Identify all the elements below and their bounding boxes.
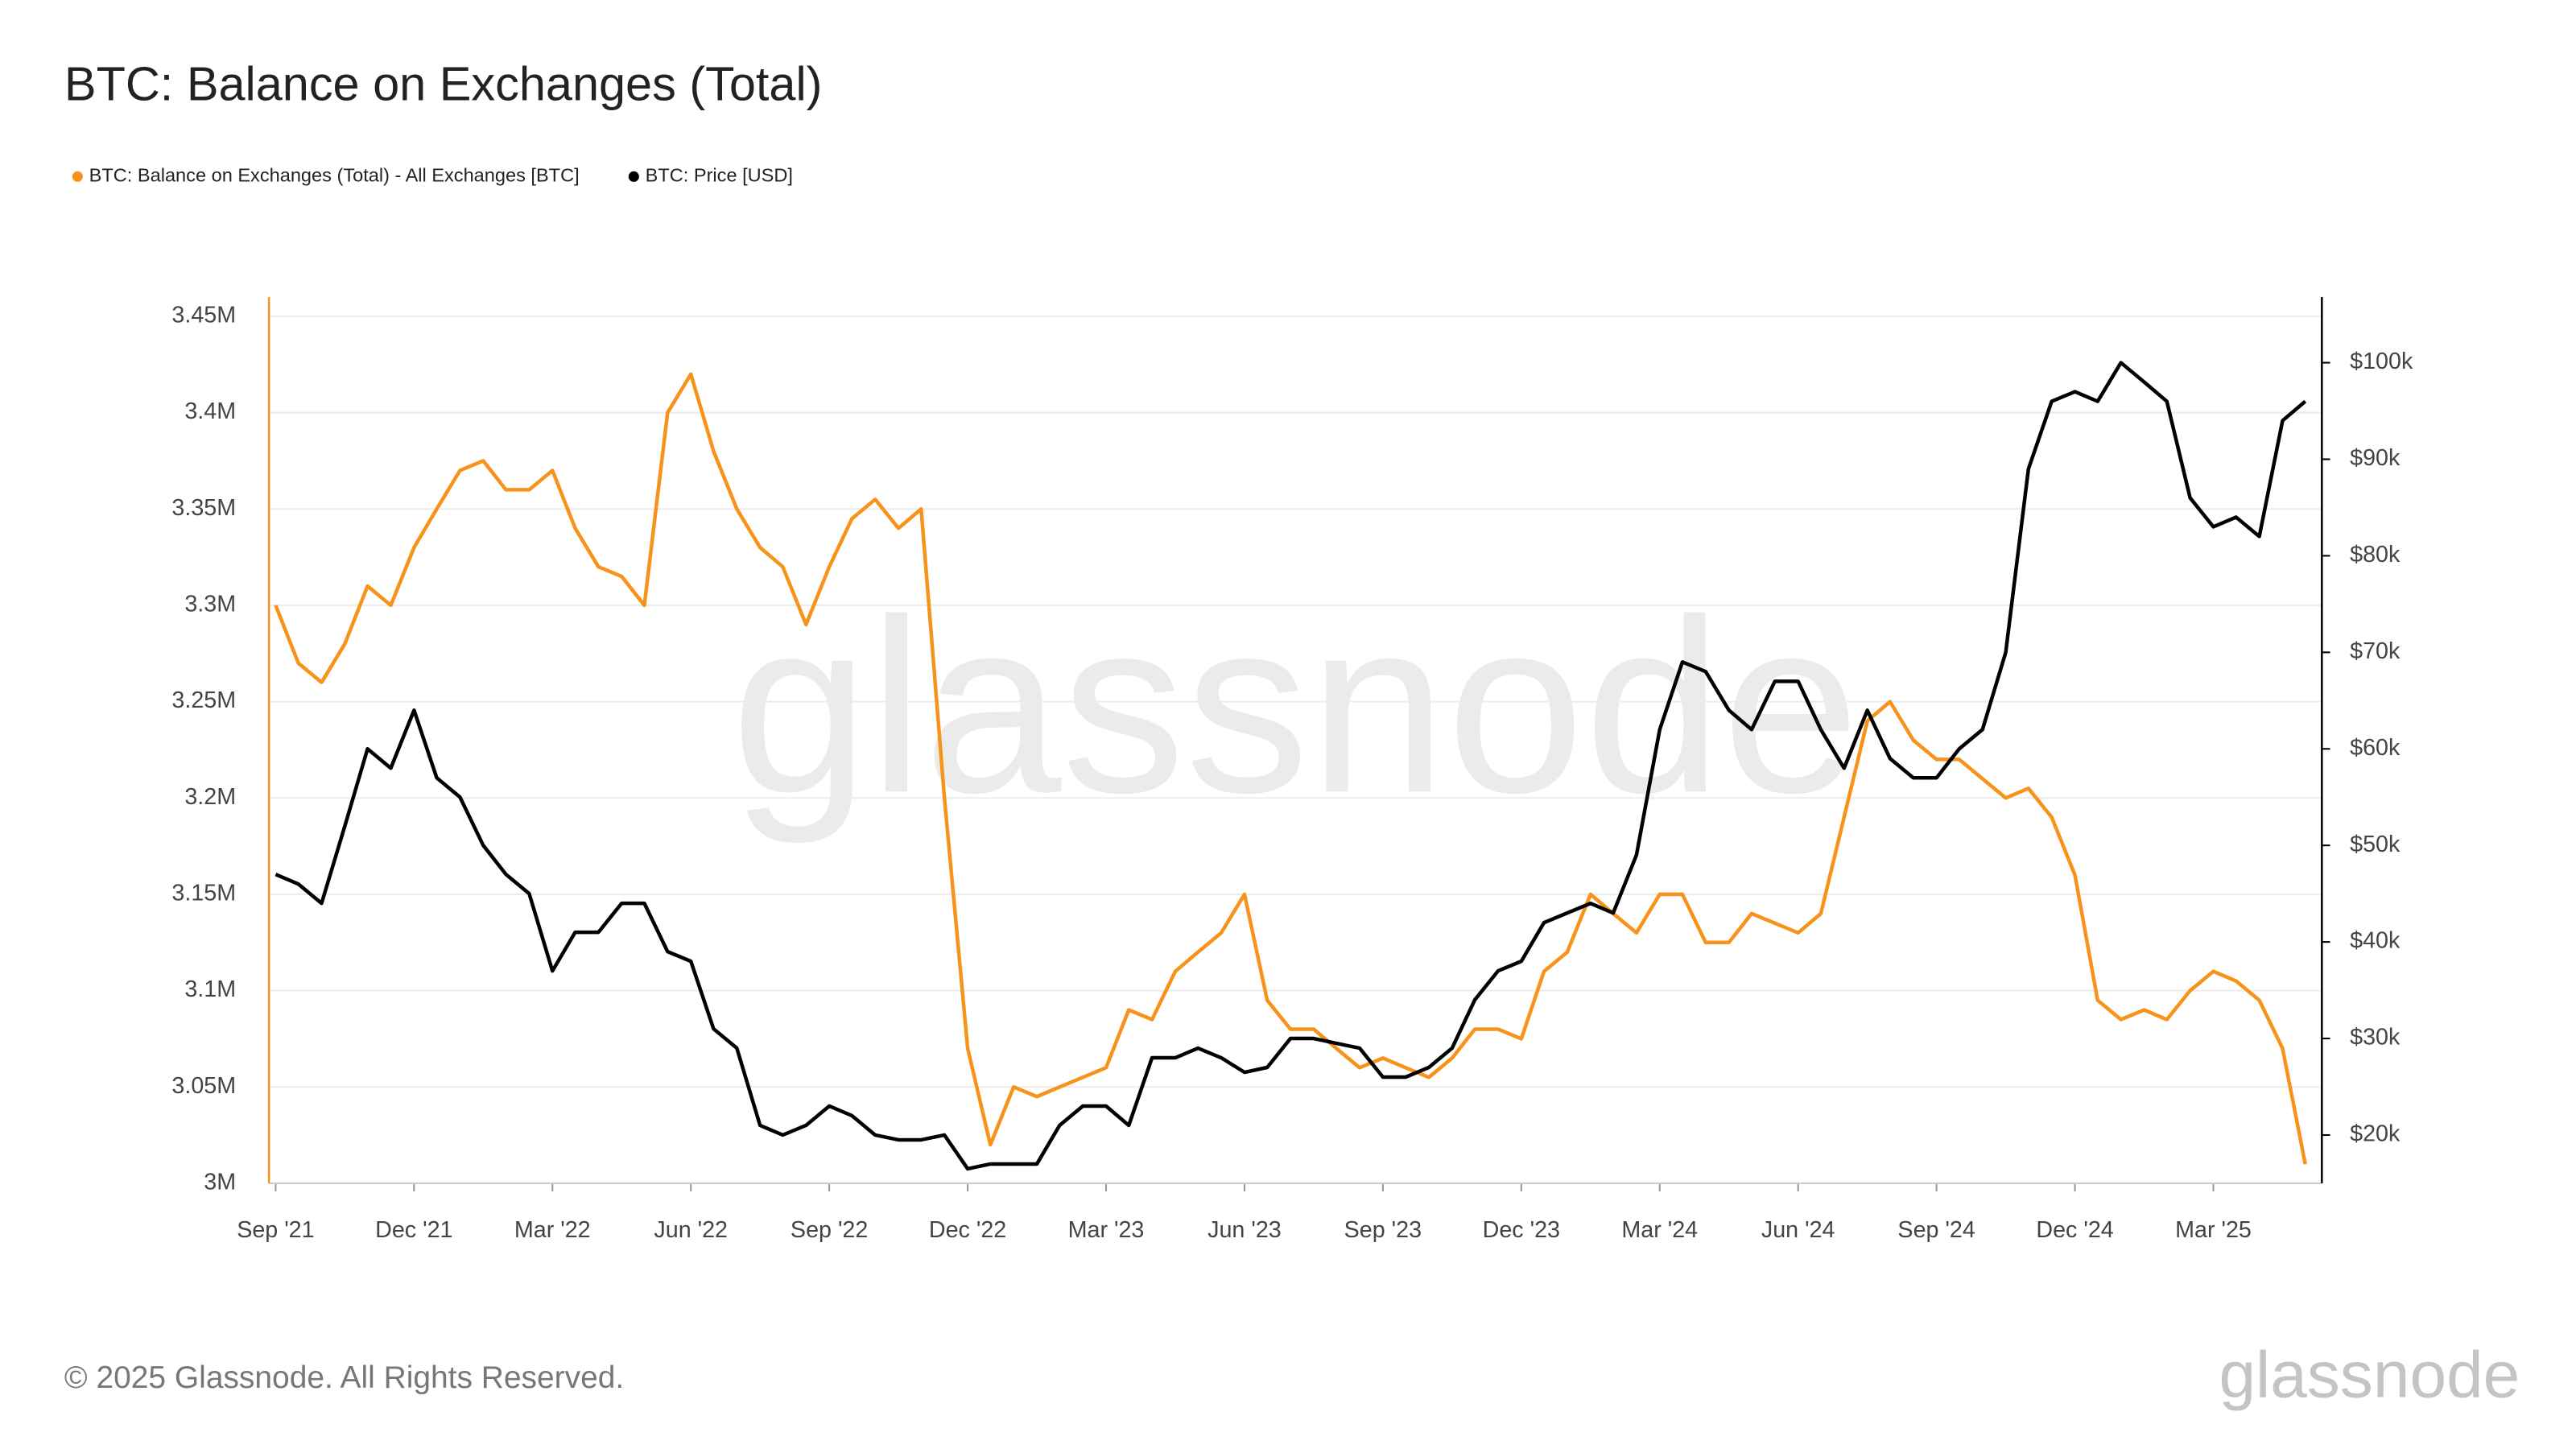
watermark-group: glassnode <box>731 568 1860 845</box>
y2-tick-label: $90k <box>2350 445 2401 471</box>
x-tick-label: Mar '24 <box>1621 1217 1698 1243</box>
x-tick-label: Jun '22 <box>654 1217 728 1243</box>
logo: glassnode <box>2219 1339 2520 1412</box>
legend-label: BTC: Balance on Exchanges (Total) - All … <box>89 165 580 186</box>
y2-tick-label: $40k <box>2350 928 2401 954</box>
legend-marker <box>72 171 83 182</box>
y2-tick-label: $20k <box>2350 1121 2401 1147</box>
y-tick-label: 3.2M <box>184 784 236 810</box>
y-tick-label: 3.05M <box>171 1073 236 1099</box>
series-line <box>274 372 2307 1165</box>
x-tick-label: Dec '23 <box>1483 1217 1560 1243</box>
x-tick-label: Sep '24 <box>1897 1217 1975 1243</box>
x-tick-label: Jun '23 <box>1208 1217 1282 1243</box>
y-tick-label: 3.45M <box>171 303 236 328</box>
y-tick-label: 3.15M <box>171 881 236 906</box>
y-tick-label: 3.1M <box>184 976 236 1002</box>
x-tick-label: Sep '22 <box>791 1217 868 1243</box>
legend-marker <box>628 171 639 182</box>
y2-tick-label: $80k <box>2350 542 2401 568</box>
x-tick-label: Jun '24 <box>1761 1217 1835 1243</box>
y2-tick-label: $30k <box>2350 1025 2401 1051</box>
x-tick-label: Dec '24 <box>2036 1217 2113 1243</box>
y-tick-label: 3.25M <box>171 687 236 713</box>
y-tick-label: 3.4M <box>184 398 236 424</box>
series-line <box>275 361 2307 1171</box>
y2-tick-label: $50k <box>2350 832 2401 857</box>
y-tick-label: 3.3M <box>184 592 236 617</box>
x-tick-label: Dec '21 <box>375 1217 452 1243</box>
copyright: © 2025 Glassnode. All Rights Reserved. <box>64 1360 624 1395</box>
y2-tick-label: $70k <box>2350 638 2401 664</box>
y2-tick-label: $60k <box>2350 735 2401 761</box>
legend-label: BTC: Price [USD] <box>646 165 793 186</box>
x-tick-label: Mar '22 <box>514 1217 591 1243</box>
x-tick-label: Dec '22 <box>929 1217 1006 1243</box>
watermark: glassnode <box>731 568 1860 845</box>
x-tick-label: Mar '23 <box>1068 1217 1145 1243</box>
x-tick-label: Sep '23 <box>1344 1217 1422 1243</box>
y-tick-label: 3M <box>204 1170 236 1195</box>
chart-title: BTC: Balance on Exchanges (Total) <box>64 56 823 110</box>
x-tick-label: Mar '25 <box>2175 1217 2252 1243</box>
y2-tick-label: $100k <box>2350 349 2413 374</box>
x-tick-label: Sep '21 <box>237 1217 314 1243</box>
y-tick-label: 3.35M <box>171 495 236 521</box>
